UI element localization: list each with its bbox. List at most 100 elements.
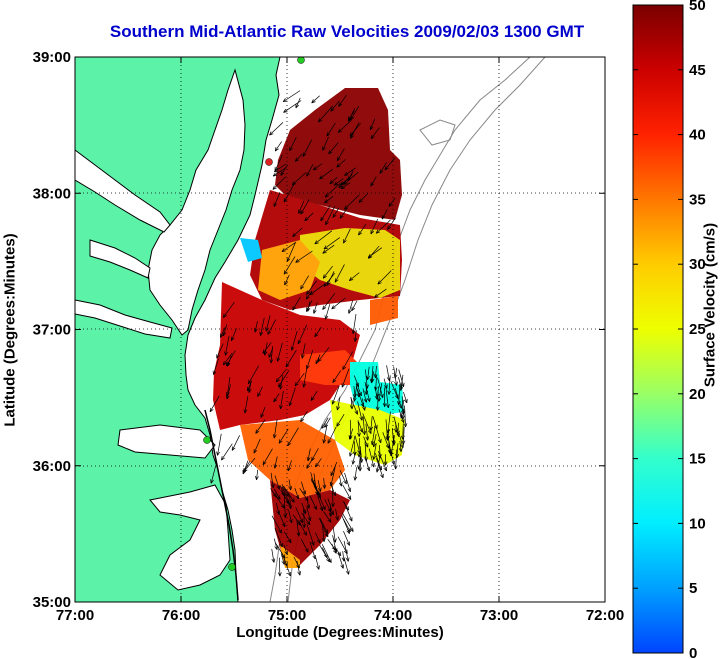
velocity-arrow [294, 488, 299, 500]
velocity-arrow [315, 557, 320, 570]
colorbar-tick-label: 40 [689, 127, 706, 144]
velocity-arrow [209, 395, 220, 413]
velocity-arrow [310, 472, 315, 484]
velocity-arrow [362, 413, 372, 434]
velocity-arrow [315, 354, 321, 365]
velocity-arrow [358, 421, 363, 433]
velocity-arrow [398, 383, 401, 405]
velocity-arrow [314, 230, 333, 245]
velocity-arrow [341, 515, 350, 534]
velocity-arrow [293, 556, 300, 569]
velocity-arrow [375, 219, 391, 234]
velocity-arrow [292, 296, 301, 311]
radar-station [228, 563, 236, 571]
velocity-arrow [244, 396, 249, 414]
velocity-arrow [326, 122, 336, 137]
velocity-arrow [362, 416, 365, 435]
velocity-arrow [337, 396, 341, 411]
velocity-arrow [358, 193, 369, 203]
velocity-arrow [287, 460, 292, 471]
velocity-arrow [216, 343, 224, 359]
velocity-arrow [377, 389, 379, 411]
velocity-arrow [319, 168, 333, 180]
map-title: Southern Mid-Atlantic Raw Velocities 200… [109, 22, 585, 41]
velocity-arrow [307, 448, 311, 462]
colorbar-ticks: 0 5 10 15 20 25 30 35 40 45 50 [633, 0, 706, 659]
velocity-arrow [310, 390, 318, 401]
velocity-arrow [321, 544, 332, 563]
velocity-arrow [374, 288, 387, 298]
velocity-arrow [385, 386, 389, 408]
velocity-arrow [322, 244, 335, 254]
velocity-arrow [281, 241, 297, 252]
velocity-arrow [225, 336, 230, 356]
velocity-arrow [342, 484, 352, 500]
velocity-arrow [323, 272, 336, 287]
velocity-arrow [337, 119, 352, 133]
velocity-arrow [323, 237, 340, 250]
colorbar-tick-label: 0 [689, 645, 697, 659]
velocity-arrow [370, 127, 380, 139]
velocity-arrow [213, 358, 219, 375]
velocity-arrow [358, 456, 361, 470]
velocity-arrow [300, 481, 306, 495]
velocity-arrow [320, 205, 331, 222]
velocity-arrow [344, 194, 360, 210]
velocity-arrow [365, 369, 368, 389]
velocity-arrow [367, 366, 370, 380]
velocity-arrow [402, 426, 405, 445]
velocity-arrow [322, 292, 336, 310]
velocity-arrow [332, 535, 337, 553]
velocity-arrow [275, 369, 287, 383]
velocity-arrow [404, 405, 406, 427]
velocity-arrow [283, 496, 286, 518]
velocity-arrow [324, 417, 331, 428]
y-axis-label: Latitude (Degrees:Minutes) [1, 233, 19, 427]
velocity-arrow [260, 407, 266, 418]
y-tick-label: 36:00 [33, 458, 71, 475]
velocity-arrow [226, 350, 236, 366]
colorbar-tick-label: 15 [689, 451, 706, 468]
velocity-arrow [283, 183, 295, 203]
velocity-arrow [274, 527, 283, 548]
velocity-arrow [338, 94, 347, 107]
velocity-arrow [280, 553, 285, 565]
velocity-arrow [384, 158, 395, 171]
x-tick-label: 72:00 [586, 607, 624, 624]
velocity-arrow [270, 346, 274, 364]
velocity-arrow [333, 178, 344, 186]
velocity-arrow [317, 496, 323, 511]
velocity-arrow [332, 385, 340, 405]
velocity-arrow [363, 436, 369, 448]
velocity-arrow [373, 442, 377, 460]
colorbar-tick-label: 10 [689, 515, 706, 532]
velocity-arrow [303, 367, 308, 388]
velocity-arrow [331, 543, 337, 554]
velocity-arrow [364, 441, 367, 462]
velocity-arrow [272, 176, 286, 190]
velocity-arrow [385, 419, 388, 441]
velocity-arrow [327, 498, 334, 515]
velocity-arrow [217, 433, 222, 456]
velocity-arrow [355, 385, 360, 398]
velocity-arrow [283, 256, 296, 275]
velocity-arrow [309, 495, 317, 510]
velocity-arrow [309, 283, 326, 296]
velocity-arrow [325, 206, 336, 226]
velocity-arrow [358, 224, 367, 236]
velocity-arrow [210, 466, 216, 484]
velocity-arrow [267, 319, 277, 335]
velocity-arrow [302, 139, 312, 157]
velocity-arrow [276, 502, 280, 515]
velocity-arrow [324, 499, 332, 513]
velocity-arrow [271, 515, 282, 534]
velocity-arrow [369, 118, 376, 130]
velocity-arrow [289, 387, 296, 406]
velocity-arrow [353, 375, 359, 387]
velocity-arrow [370, 176, 377, 187]
velocity-arrow [270, 472, 274, 488]
velocity-arrow [301, 512, 311, 526]
velocity-arrow [337, 536, 348, 554]
velocity-arrow [317, 347, 330, 362]
